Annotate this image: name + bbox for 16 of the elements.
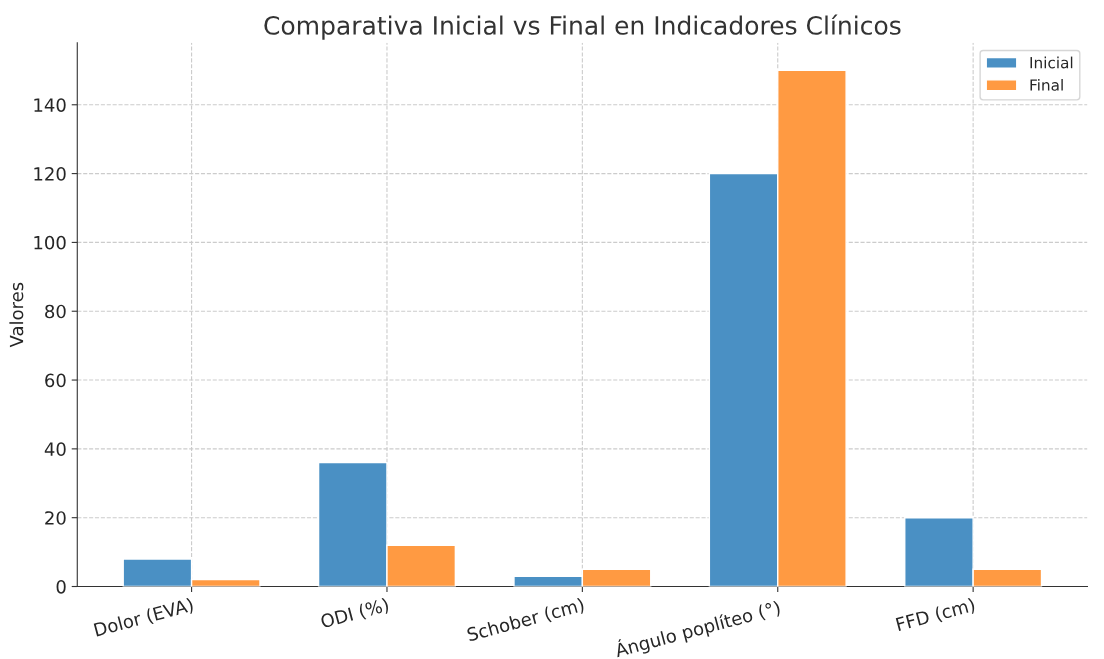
y-tick-label: 60	[45, 373, 66, 388]
y-tick-label: 0	[56, 579, 66, 594]
x-tick-label: FFD (cm)	[895, 597, 976, 634]
y-axis-title: Valores	[9, 282, 24, 348]
legend-label: Inicial	[1030, 56, 1073, 69]
x-tick-label: Dolor (EVA)	[93, 597, 195, 639]
x-tick-label: ODI (%)	[319, 597, 390, 631]
x-tick-label: Schober (cm)	[466, 597, 586, 644]
y-tick-label: 100	[34, 235, 66, 250]
chart-title: Comparativa Inicial vs Final en Indicadores Clínicos	[264, 14, 901, 40]
y-tick-label: 40	[44, 442, 66, 456]
y-tick-label: 20	[45, 511, 66, 525]
y-tick-label: 140	[34, 98, 66, 112]
y-tick-label: 80	[45, 304, 66, 319]
legend-label: Final	[1030, 79, 1063, 91]
y-tick-label: 120	[34, 167, 66, 181]
